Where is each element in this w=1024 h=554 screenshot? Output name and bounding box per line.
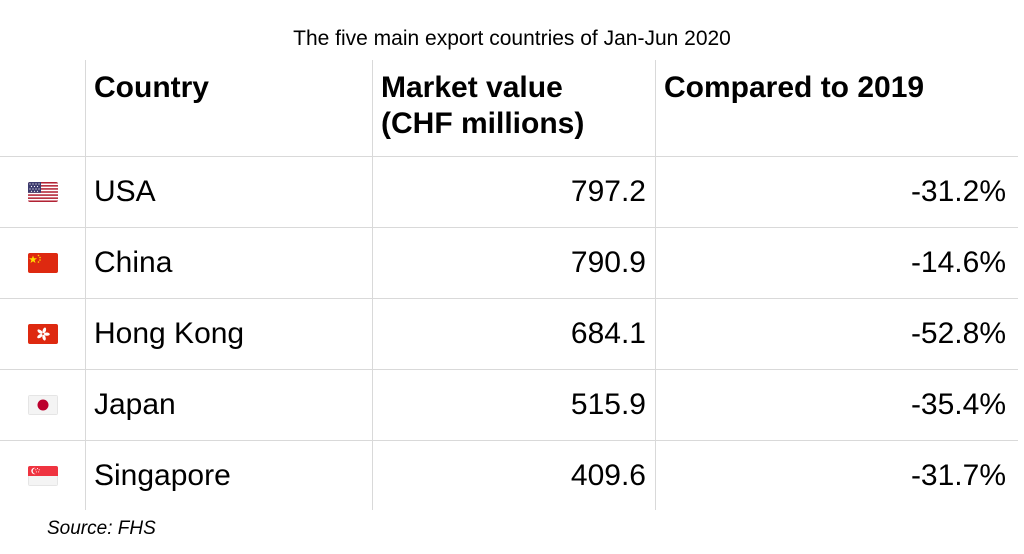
column-divider: [85, 60, 86, 510]
change-cell: -31.7%: [910, 459, 1006, 492]
change-cell: -14.6%: [910, 246, 1006, 279]
header-compared: Compared to 2019: [664, 71, 925, 104]
change-cell: -31.2%: [910, 175, 1006, 208]
country-cell: Japan: [94, 388, 176, 421]
header-market-value-line1: Market value: [381, 71, 563, 104]
table-row: Japan 515.9 -35.4%: [0, 369, 1018, 440]
country-cell: Singapore: [94, 459, 231, 492]
market-value-cell: 515.9: [570, 388, 646, 421]
us-flag-icon: [27, 182, 58, 202]
table-header-row: Country Market value (CHF millions) Comp…: [0, 60, 1018, 156]
header-market-value: Market value (CHF millions): [372, 60, 655, 156]
table-title: The five main export countries of Jan-Ju…: [293, 27, 731, 50]
column-divider: [372, 60, 373, 510]
column-divider: [655, 60, 656, 510]
source-note: Source: FHS: [47, 518, 156, 539]
table-row: USA 797.2 -31.2%: [0, 156, 1018, 227]
table-row: China 790.9 -14.6%: [0, 227, 1018, 298]
singapore-flag-icon: [27, 466, 58, 486]
japan-flag-icon: [27, 395, 58, 415]
header-country: Country: [94, 71, 209, 104]
country-cell: China: [94, 246, 173, 279]
header-flag-cell: [0, 60, 85, 156]
market-value-cell: 409.6: [570, 459, 646, 492]
change-cell: -35.4%: [910, 388, 1006, 421]
country-cell: Hong Kong: [94, 317, 245, 350]
market-value-cell: 790.9: [570, 246, 646, 279]
country-cell: USA: [94, 175, 156, 208]
export-table: Country Market value (CHF millions) Comp…: [0, 60, 1018, 511]
header-market-value-line2: (CHF millions): [381, 107, 585, 140]
hong-kong-flag-icon: [27, 324, 58, 344]
table-row: Hong Kong 684.1 -52.8%: [0, 298, 1018, 369]
change-cell: -52.8%: [910, 317, 1006, 350]
market-value-cell: 797.2: [570, 175, 646, 208]
market-value-cell: 684.1: [570, 317, 646, 350]
table-body: USA 797.2 -31.2% China 790.9 -14.6%: [0, 156, 1018, 511]
china-flag-icon: [27, 253, 58, 273]
table-row: Singapore 409.6 -31.7%: [0, 440, 1018, 511]
